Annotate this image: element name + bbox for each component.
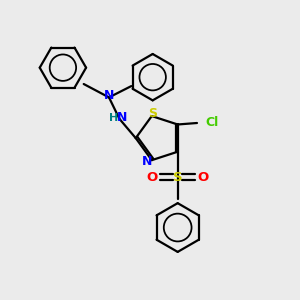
Text: S: S bbox=[148, 106, 158, 120]
Text: Cl: Cl bbox=[205, 116, 218, 129]
Text: N: N bbox=[104, 89, 114, 102]
Text: H: H bbox=[110, 113, 119, 123]
Text: S: S bbox=[173, 170, 182, 184]
Text: N: N bbox=[117, 111, 127, 124]
Text: O: O bbox=[147, 170, 158, 184]
Text: O: O bbox=[197, 170, 208, 184]
Text: N: N bbox=[142, 155, 152, 168]
